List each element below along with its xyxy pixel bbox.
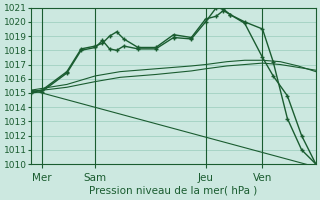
X-axis label: Pression niveau de la mer( hPa ): Pression niveau de la mer( hPa )	[90, 186, 258, 196]
